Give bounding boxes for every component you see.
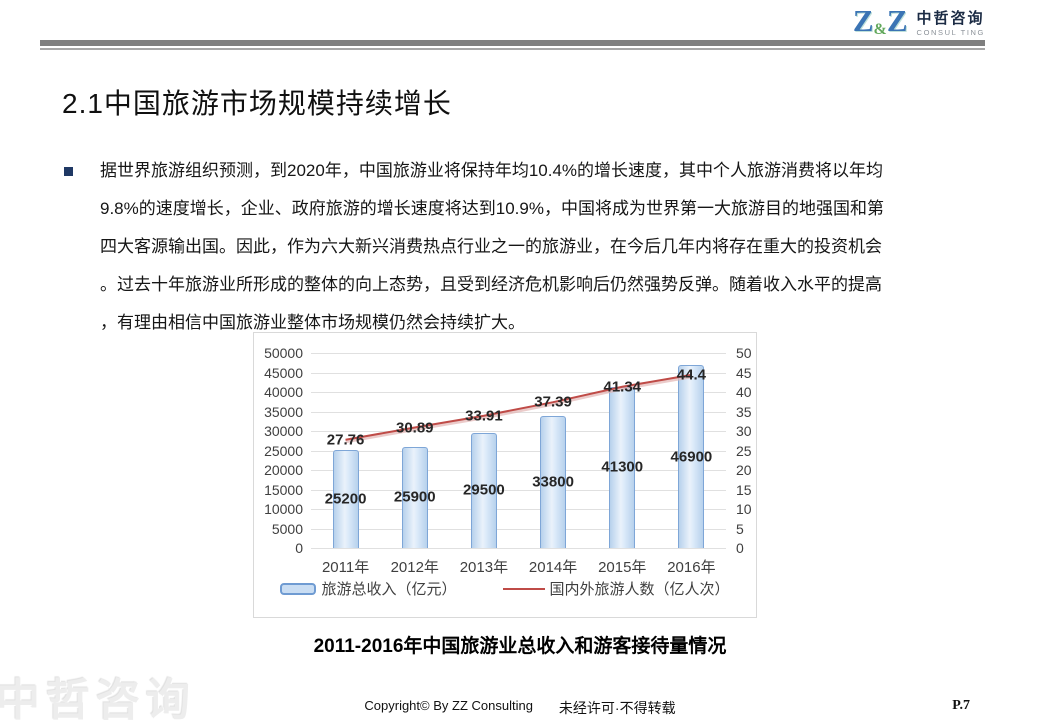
body-line-3: 四大客源输出国。因此，作为六大新兴消费热点行业之一的旅游业，在今后几年内将存在重… bbox=[100, 237, 882, 256]
copyright-text: Copyright© By ZZ Consulting bbox=[364, 698, 533, 713]
body-line-1: 据世界旅游组织预测，到2020年，中国旅游业将保持年均10.4%的增长速度，其中… bbox=[100, 161, 884, 180]
line-value-label: 44.4 bbox=[676, 366, 707, 384]
logo-z-right: Z bbox=[886, 3, 908, 38]
left-axis-tick: 50000 bbox=[264, 345, 303, 361]
line-value-label: 30.89 bbox=[395, 419, 434, 437]
left-axis-tick: 5000 bbox=[271, 520, 303, 537]
left-axis-tick: 25000 bbox=[264, 442, 303, 459]
bar-value-label: 25200 bbox=[324, 490, 367, 508]
right-axis-tick: 30 bbox=[736, 423, 752, 439]
right-axis-tick: 50 bbox=[736, 345, 752, 361]
bar-2011年 bbox=[332, 449, 359, 548]
left-axis-tick: 40000 bbox=[264, 384, 303, 400]
chart-caption: 2011-2016年中国旅游业总收入和游客接待量情况 bbox=[313, 636, 727, 657]
gridline bbox=[311, 489, 726, 491]
category-label: 2013年 bbox=[459, 559, 509, 576]
right-axis-tick: 25 bbox=[736, 442, 752, 459]
category-label: 2015年 bbox=[598, 559, 647, 576]
reprint-notice: 未经许可·不得转载 bbox=[558, 700, 676, 716]
category-label: 2012年 bbox=[390, 559, 439, 576]
logo-company-name-en: CONSUL TING bbox=[916, 27, 985, 37]
bullet-square-icon bbox=[64, 167, 73, 176]
gridline bbox=[311, 411, 726, 413]
left-axis-tick: 45000 bbox=[264, 364, 303, 381]
right-axis-tick: 15 bbox=[736, 481, 752, 498]
left-axis-tick: 35000 bbox=[264, 403, 303, 420]
bar-2012年 bbox=[401, 446, 428, 548]
legend-item: 国内外旅游人数（亿人次） bbox=[502, 578, 730, 599]
right-axis-tick: 5 bbox=[736, 520, 744, 537]
footer: Copyright© By ZZ Consulting 未经许可·不得转载 bbox=[0, 698, 1040, 718]
right-axis-tick: 20 bbox=[736, 462, 752, 478]
bar-value-label: 33800 bbox=[532, 473, 574, 491]
gridline bbox=[311, 528, 726, 530]
header-divider-thin-line bbox=[40, 48, 985, 50]
line-value-label: 27.76 bbox=[326, 431, 365, 449]
logo-company-name-cn: 中哲咨询 bbox=[916, 10, 985, 28]
body-line-2: 9.8%的速度增长，企业、政府旅游的增长速度将达到10.9%，中国将成为世界第一… bbox=[100, 199, 884, 218]
legend-label: 旅游总收入（亿元） bbox=[321, 581, 457, 598]
left-axis-tick: 0 bbox=[295, 540, 303, 556]
left-axis-tick: 20000 bbox=[264, 462, 303, 478]
gridline bbox=[311, 450, 726, 452]
bar-value-label: 25900 bbox=[393, 488, 436, 506]
logo-names: 中哲咨询 CONSUL TING bbox=[917, 11, 985, 37]
gridline bbox=[311, 431, 726, 432]
left-axis-tick: 30000 bbox=[264, 423, 303, 439]
page-number: P.7 bbox=[952, 698, 970, 713]
body-line-5: ，有理由相信中国旅游业整体市场规模仍然会持续扩大。 bbox=[100, 313, 525, 332]
gridline bbox=[311, 548, 726, 549]
right-axis-tick: 45 bbox=[736, 364, 752, 381]
line-value-label: 33.91 bbox=[465, 407, 503, 425]
left-axis-tick: 10000 bbox=[264, 501, 303, 517]
logo-zz-icon: Z&Z bbox=[852, 3, 908, 42]
logo-z-left: Z bbox=[852, 3, 874, 38]
line-value-label: 41.34 bbox=[603, 378, 642, 396]
category-label: 2016年 bbox=[667, 559, 716, 576]
header-divider-thick-line bbox=[40, 40, 985, 46]
category-label: 2014年 bbox=[528, 559, 578, 576]
gridline bbox=[311, 470, 726, 471]
legend-bar-swatch-icon bbox=[280, 582, 317, 595]
bar-value-label: 29500 bbox=[463, 481, 505, 499]
watermark: 中哲咨询 bbox=[0, 676, 196, 720]
page-title: 2.1中国旅游市场规模持续增长 bbox=[62, 88, 452, 119]
chart-legend: 旅游总收入（亿元） 国内外旅游人数（亿人次） bbox=[254, 578, 756, 599]
combo-chart: 0 5000 10000 15000 20000 25000 30000 35000 40000… bbox=[253, 332, 757, 618]
header-divider bbox=[40, 40, 985, 50]
line-value-label: 37.39 bbox=[534, 393, 572, 411]
legend-item: 旅游总收入（亿元） bbox=[280, 578, 457, 599]
body-line-4: 。过去十年旅游业所形成的整体的向上态势，且受到经济危机影响后仍然强势反弹。随着收… bbox=[100, 275, 882, 294]
right-axis-tick: 35 bbox=[736, 403, 752, 420]
right-axis-tick: 10 bbox=[736, 501, 752, 517]
gridline bbox=[311, 392, 726, 393]
right-axis-tick: 0 bbox=[736, 540, 744, 556]
company-logo: Z&Z 中哲咨询 CONSUL TING bbox=[852, 3, 985, 42]
gridline bbox=[311, 509, 726, 510]
left-axis-tick: 15000 bbox=[264, 481, 303, 498]
bar-value-label: 46900 bbox=[670, 448, 713, 466]
body-paragraph: 据世界旅游组织预测，到2020年，中国旅游业将保持年均10.4%的增长速度，其中… bbox=[100, 152, 980, 342]
logo-ampersand: & bbox=[873, 21, 887, 38]
gridline bbox=[311, 372, 726, 374]
category-label: 2011年 bbox=[321, 559, 370, 576]
legend-label: 国内外旅游人数（亿人次） bbox=[549, 581, 730, 598]
bar-value-label: 41300 bbox=[601, 458, 644, 476]
legend-line-swatch-icon bbox=[502, 587, 545, 590]
bar-2013年 bbox=[470, 432, 497, 548]
gridline bbox=[311, 353, 726, 354]
right-axis-tick: 40 bbox=[736, 384, 752, 400]
